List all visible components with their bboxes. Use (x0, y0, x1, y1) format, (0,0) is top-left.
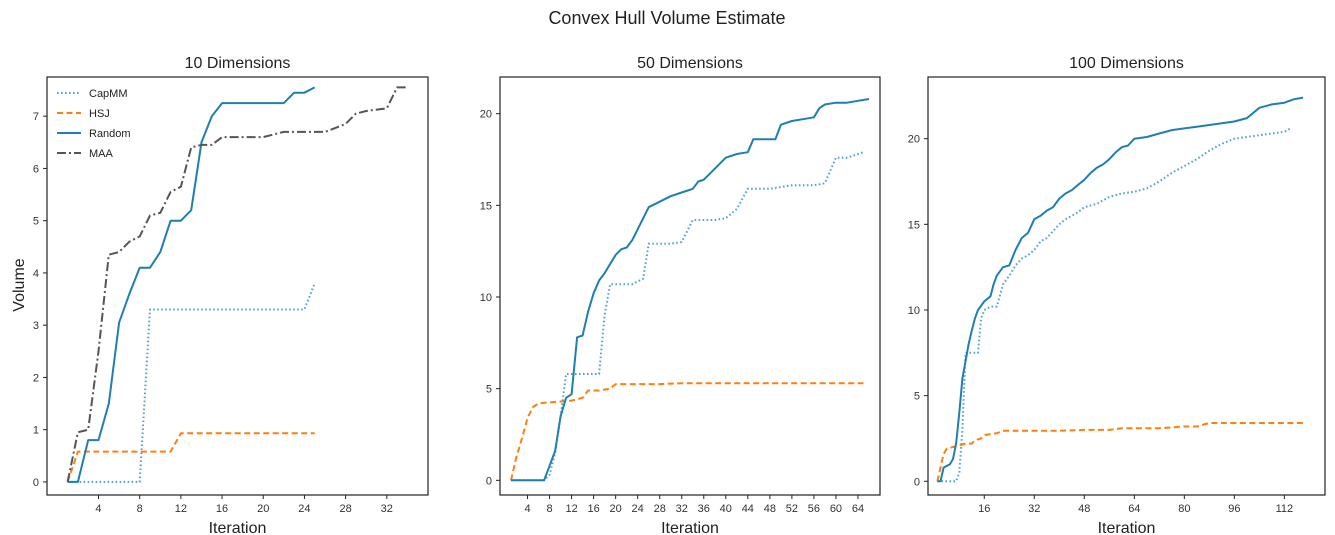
x-tick-label: 56 (808, 503, 820, 515)
x-tick-label: 36 (698, 503, 710, 515)
x-tick-label: 28 (654, 503, 666, 515)
x-tick-label: 12 (565, 503, 577, 515)
y-tick-label: 3 (33, 320, 39, 332)
x-tick-label: 4 (524, 503, 530, 515)
x-axis-label: Iteration (1098, 520, 1156, 535)
y-tick-label: 5 (914, 391, 920, 403)
y-tick-label: 0 (486, 475, 492, 487)
legend-label-maa: MAA (89, 148, 114, 160)
plot-frame (927, 76, 1326, 496)
x-tick-label: 60 (830, 503, 842, 515)
y-tick-label: 15 (908, 219, 920, 231)
y-tick-label: 20 (480, 109, 492, 121)
y-tick-label: 6 (33, 163, 39, 175)
x-tick-label: 40 (720, 503, 732, 515)
y-tick-label: 2 (33, 372, 39, 384)
x-tick-label: 8 (547, 503, 553, 515)
y-tick-label: 10 (908, 305, 920, 317)
x-tick-label: 112 (1276, 503, 1294, 515)
x-tick-label: 48 (764, 503, 776, 515)
y-tick-label: 0 (914, 476, 920, 488)
x-tick-label: 28 (339, 503, 351, 515)
series-line-random (67, 86, 316, 483)
panel-100-dimensions: 100 Dimensions 16 32 48 64 80 96 112 0 5 10 15 20 Ite… (908, 55, 1326, 535)
x-tick-label: 24 (632, 503, 644, 515)
x-tick-label: 64 (852, 503, 864, 515)
series-line-random (511, 98, 870, 482)
y-tick-label: 20 (908, 134, 920, 146)
y-tick-label: 0 (33, 477, 39, 489)
y-tick-label: 7 (33, 111, 39, 123)
y-tick-label: 4 (33, 268, 39, 280)
x-tick-label: 48 (1078, 503, 1090, 515)
y-tick-label: 1 (33, 425, 39, 437)
series-line-hsj (66, 432, 315, 483)
series-line-maa (66, 86, 408, 483)
figure-title: Convex Hull Volume Estimate (548, 8, 785, 28)
series-line-capmm (67, 283, 316, 483)
y-tick-label: 10 (480, 292, 492, 304)
x-tick-label: 44 (742, 503, 754, 515)
series-line-hsj (936, 422, 1304, 482)
panel-title: 10 Dimensions (185, 55, 291, 72)
y-tick-label: 5 (486, 384, 492, 396)
series-line-hsj (510, 382, 864, 481)
x-tick-label: 20 (610, 503, 622, 515)
series-line-capmm (511, 151, 864, 482)
y-tick-label: 15 (480, 200, 492, 212)
x-tick-label: 12 (175, 503, 187, 515)
x-tick-label: 96 (1228, 503, 1240, 515)
x-tick-label: 16 (216, 503, 228, 515)
panel-title: 50 Dimensions (637, 55, 743, 72)
y-axis-label: Volume (11, 258, 28, 311)
x-tick-label: 32 (1028, 503, 1040, 515)
x-tick-label: 8 (137, 503, 143, 515)
x-tick-label: 32 (381, 503, 393, 515)
legend-label-random: Random (89, 128, 131, 140)
x-tick-label: 20 (257, 503, 269, 515)
x-tick-label: 4 (95, 503, 101, 515)
x-tick-label: 32 (676, 503, 688, 515)
legend: CapMM HSJ Random MAA (57, 88, 131, 160)
x-tick-label: 52 (786, 503, 798, 515)
plot-frame (46, 76, 429, 496)
x-tick-label: 24 (298, 503, 310, 515)
series-line-random (937, 96, 1304, 483)
panel-title: 100 Dimensions (1069, 55, 1184, 72)
x-axis-label: Iteration (209, 520, 267, 535)
x-tick-label: 80 (1178, 503, 1190, 515)
x-tick-label: 16 (978, 503, 990, 515)
x-tick-label: 16 (587, 503, 599, 515)
x-tick-label: 64 (1128, 503, 1140, 515)
y-tick-label: 5 (33, 216, 39, 228)
series-line-capmm (937, 127, 1292, 483)
x-axis-label: Iteration (661, 520, 719, 535)
legend-label-hsj: HSJ (89, 108, 110, 120)
plot-frame (499, 76, 881, 496)
legend-label-capmm: CapMM (89, 88, 128, 100)
